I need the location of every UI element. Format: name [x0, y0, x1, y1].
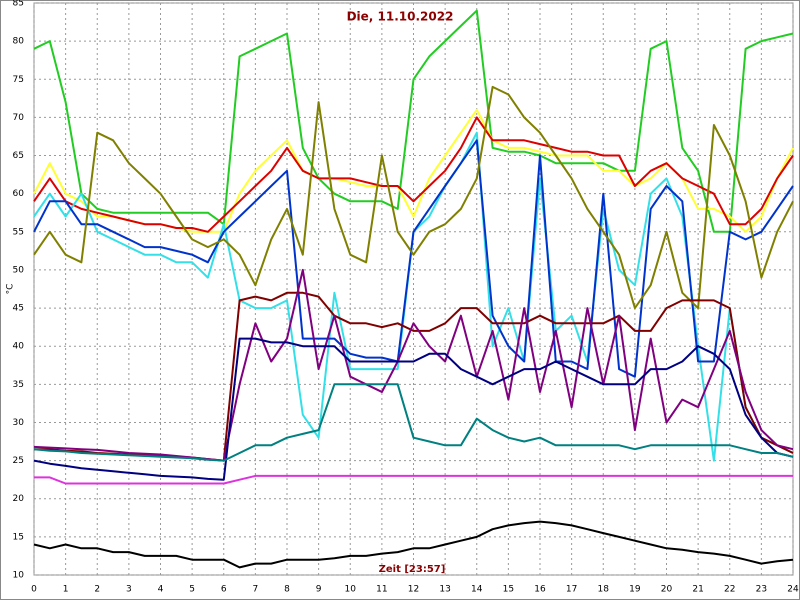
- x-axis-label: Zeit [23:57]: [379, 564, 446, 575]
- x-tick-label: 19: [629, 585, 641, 595]
- x-tick-label: 6: [221, 585, 227, 595]
- x-tick-label: 4: [158, 585, 164, 595]
- y-tick-label: 60: [13, 189, 25, 199]
- y-tick-label: 55: [13, 227, 24, 237]
- y-tick-label: 40: [13, 342, 25, 352]
- y-tick-label: 10: [13, 571, 25, 581]
- x-tick-label: 5: [189, 585, 195, 595]
- x-tick-label: 12: [408, 585, 419, 595]
- x-tick-label: 9: [316, 585, 322, 595]
- lines: [33, 9, 794, 569]
- x-tick-label: 13: [439, 585, 450, 595]
- x-tick-label: 0: [31, 585, 37, 595]
- series-line: [33, 337, 794, 481]
- x-tick-label: 2: [94, 585, 100, 595]
- x-tick-label: 24: [787, 585, 799, 595]
- y-tick-label: 50: [13, 265, 25, 275]
- y-tick-label: 45: [13, 304, 24, 314]
- x-tick-label: 10: [345, 585, 357, 595]
- x-tick-label: 14: [471, 585, 483, 595]
- y-tick-label: 30: [13, 418, 25, 428]
- series-line: [33, 520, 794, 569]
- series-line: [33, 85, 794, 310]
- series-line: [33, 268, 794, 462]
- series-line: [33, 383, 794, 462]
- series-line: [33, 116, 794, 233]
- series-line: [33, 139, 794, 378]
- x-tick-label: 15: [503, 585, 514, 595]
- x-tick-label: 7: [253, 585, 259, 595]
- y-tick-label: 20: [13, 494, 25, 504]
- x-tick-label: 1: [63, 585, 69, 595]
- x-tick-label: 17: [566, 585, 577, 595]
- x-tick-label: 23: [756, 585, 767, 595]
- chart-title: Die, 11.10.2022: [347, 10, 454, 24]
- y-tick-label: 35: [13, 380, 24, 390]
- x-tick-label: 21: [692, 585, 703, 595]
- grid: [33, 2, 794, 576]
- y-tick-label: 65: [13, 151, 24, 161]
- y-tick-label: 70: [13, 113, 25, 123]
- x-tick-label: 3: [126, 585, 132, 595]
- y-tick-label: 75: [13, 75, 24, 85]
- x-tick-label: 22: [724, 585, 735, 595]
- x-tick-label: 8: [284, 585, 290, 595]
- y-tick-label: 15: [13, 532, 24, 542]
- y-tick-label: 25: [13, 456, 24, 466]
- y-tick-label: 85: [13, 0, 24, 9]
- series-line: [34, 474, 793, 485]
- series-line: [33, 9, 794, 233]
- x-tick-label: 18: [598, 585, 610, 595]
- x-tick-label: 16: [534, 585, 546, 595]
- x-tick-label: 11: [376, 585, 387, 595]
- x-tick-label: 20: [661, 585, 673, 595]
- y-tick-label: 80: [13, 37, 25, 47]
- y-axis-label: °C: [6, 284, 16, 295]
